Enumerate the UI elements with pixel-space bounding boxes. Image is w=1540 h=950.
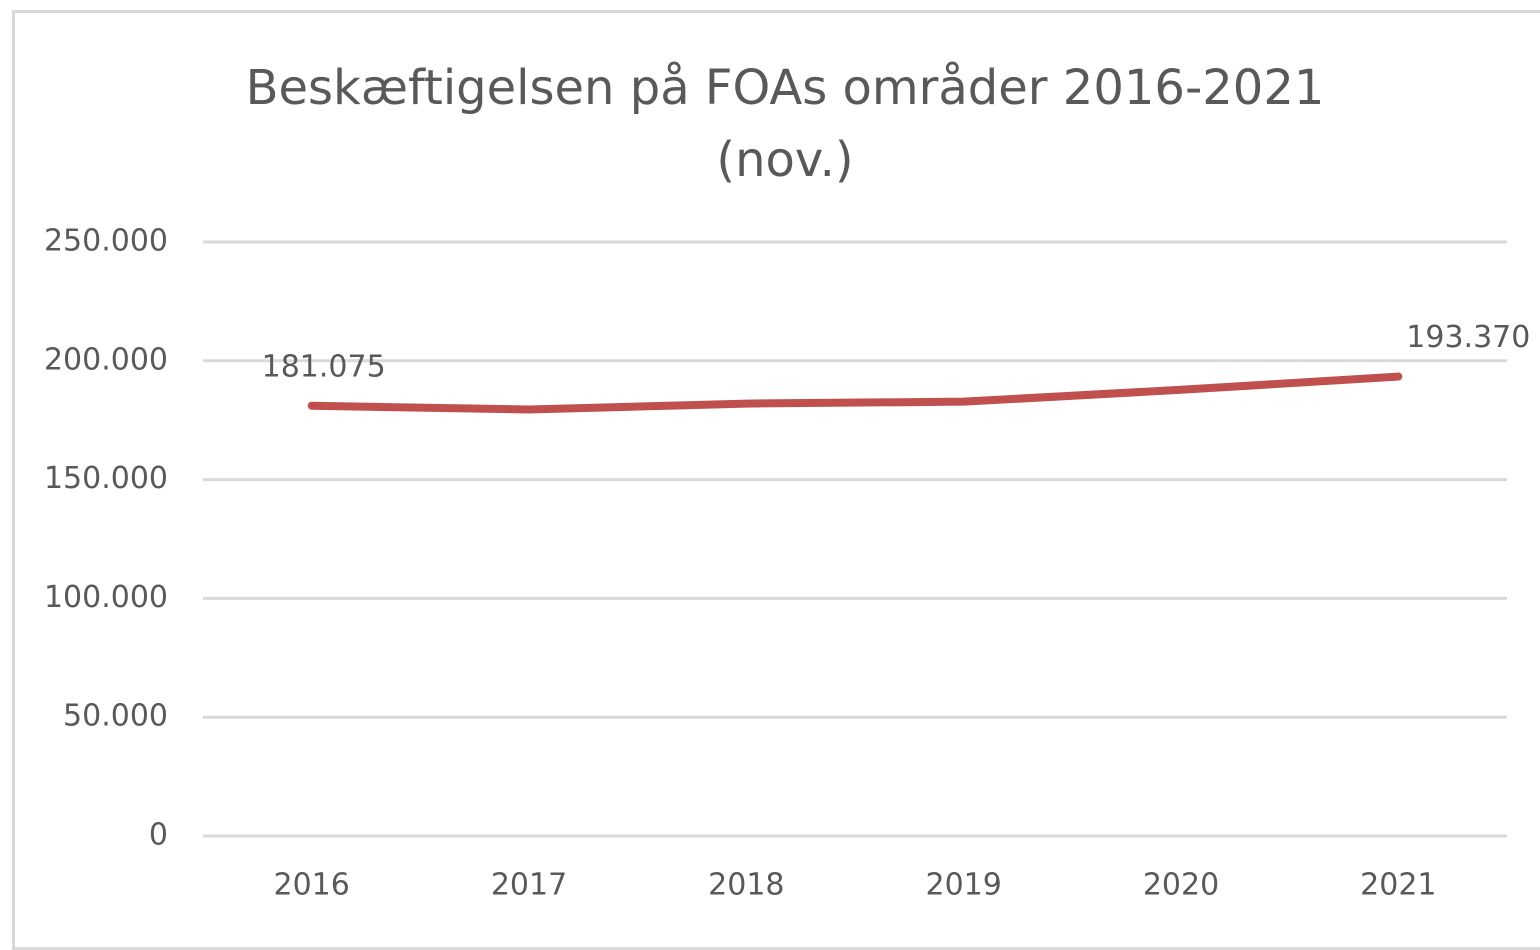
x-tick-label: 2016 [273,868,349,903]
data-label: 193.370 [1406,320,1530,355]
y-tick-label: 0 [149,818,168,853]
y-tick-label: 250.000 [44,224,168,259]
y-tick-label: 100.000 [44,580,168,615]
x-tick-label: 2019 [925,868,1001,903]
page: Beskæftigelsen på FOAs områder 2016-2021… [12,10,1540,950]
x-tick-label: 2017 [491,868,567,903]
y-tick-label: 200.000 [44,342,168,377]
data-label: 181.075 [262,349,386,384]
chart-title: Beskæftigelsen på FOAs områder 2016-2021… [245,60,1325,188]
y-tick-label: 50.000 [63,699,168,734]
x-tick-label: 2021 [1360,868,1436,903]
y-tick-label: 150.000 [44,461,168,496]
chart: 0 50.000 100.000 150.000 200.000 250.000 2016 2… [44,224,1530,903]
line [307,372,1403,414]
x-tick-label: 2020 [1143,868,1219,903]
x-tick-label: 2018 [708,868,784,903]
